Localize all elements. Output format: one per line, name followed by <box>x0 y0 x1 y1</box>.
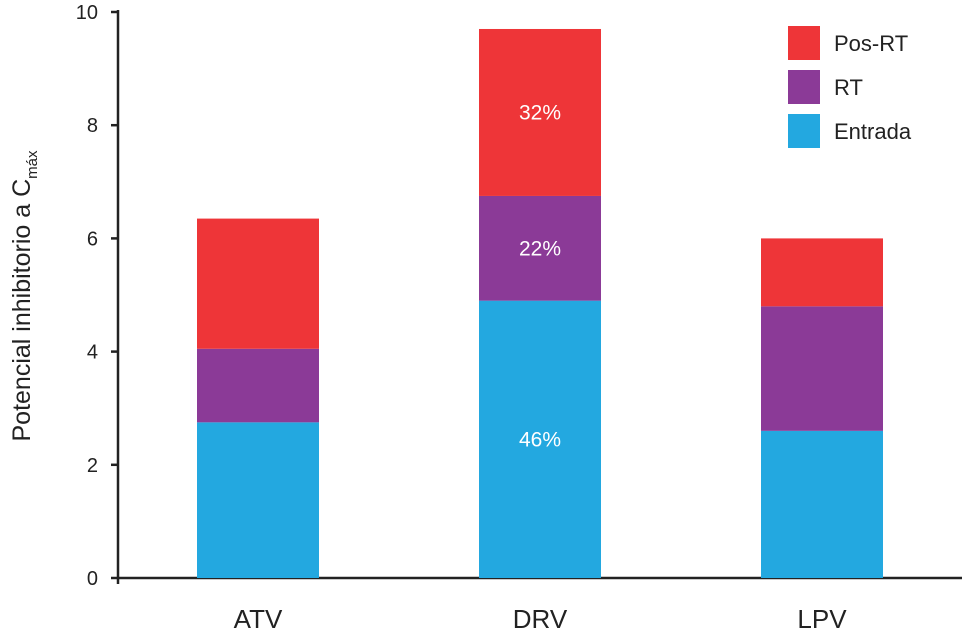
x-category-label-drv: DRV <box>513 604 568 632</box>
bar-atv-pos-rt <box>197 218 319 349</box>
legend-swatch-pos-rt <box>788 26 820 60</box>
y-axis-title: Potencial inhibitorio a Cmáx <box>8 150 41 441</box>
bars <box>197 28 883 578</box>
legend-label-pos-rt: Pos-RT <box>834 31 908 56</box>
legend-swatch-entrada <box>788 114 820 148</box>
y-tick-label: 8 <box>87 115 98 137</box>
bar-lpv-pos-rt <box>761 238 883 307</box>
data-label-drv-entrada: 46% <box>519 428 561 451</box>
bar-drv-pos-rt <box>479 28 601 196</box>
y-axis: 0 2 4 6 8 10 <box>76 2 120 590</box>
legend: Pos-RT RT Entrada <box>788 26 912 148</box>
bar-drv-entrada <box>479 300 601 578</box>
data-label-drv-rt: 22% <box>519 237 561 260</box>
legend-label-rt: RT <box>834 75 863 100</box>
x-axis: ATV DRV LPV <box>118 576 962 632</box>
bar-lpv-rt <box>761 306 883 431</box>
x-category-label-lpv: LPV <box>797 604 847 632</box>
y-axis-title-main: Potencial inhibitorio a C <box>8 179 36 442</box>
y-tick-label: 6 <box>87 228 98 250</box>
y-axis-title-subscript: máx <box>24 150 41 179</box>
bar-atv-entrada <box>197 422 319 578</box>
bar-drv-rt <box>479 195 601 301</box>
y-tick-label: 0 <box>87 568 98 590</box>
x-category-label-atv: ATV <box>234 604 283 632</box>
bar-lpv-entrada <box>761 430 883 578</box>
legend-label-entrada: Entrada <box>834 119 912 144</box>
y-tick-label: 2 <box>87 455 98 477</box>
legend-swatch-rt <box>788 70 820 104</box>
y-tick-label: 10 <box>76 2 98 24</box>
data-label-drv-pos-rt: 32% <box>519 101 561 124</box>
data-labels: 46% 22% 32% <box>519 101 561 451</box>
bar-atv-rt <box>197 348 319 423</box>
y-tick-label: 4 <box>87 342 98 364</box>
